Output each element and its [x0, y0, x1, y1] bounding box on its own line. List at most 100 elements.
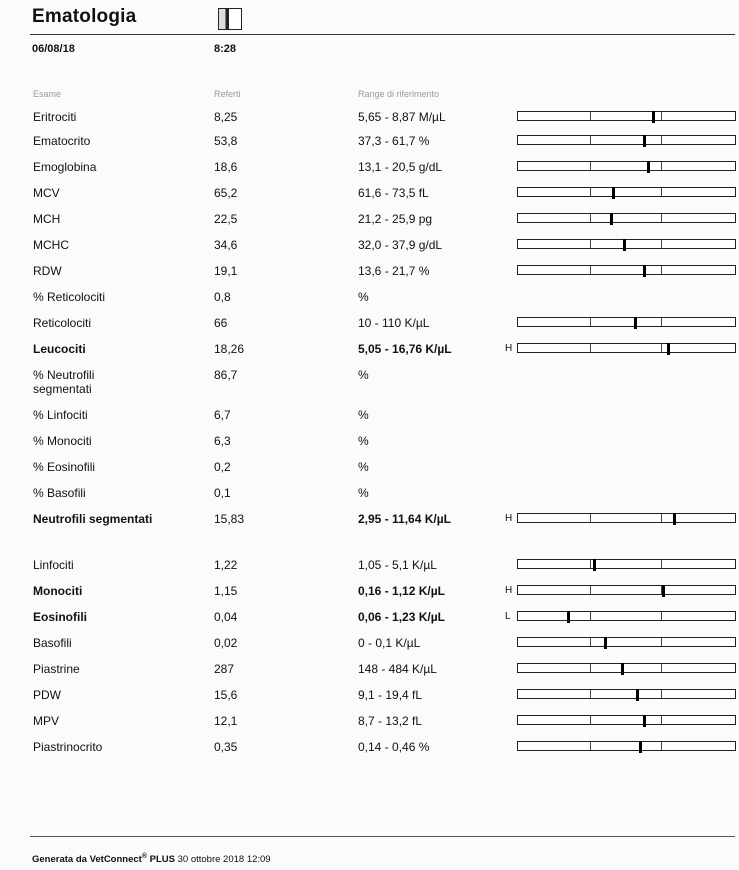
footer: Generata da VetConnect® PLUS 30 ottobre … [32, 853, 271, 865]
range-bar-marker [603, 637, 607, 649]
result-value: 0,02 [214, 636, 238, 650]
range-bar [517, 111, 736, 123]
range-bar-marker [612, 187, 616, 199]
column-header-exam: Esame [33, 89, 62, 99]
range-bar-marker [673, 513, 677, 525]
range-bar [517, 689, 736, 701]
result-value: 6,7 [214, 408, 231, 422]
range-bar [517, 135, 736, 147]
reference-range: 1,05 - 5,1 K/µL [358, 558, 437, 572]
range-bar-high-divider [661, 344, 663, 352]
range-bar-high-divider [661, 690, 663, 698]
range-bar-low-divider [589, 188, 591, 196]
range-bar [517, 213, 736, 225]
exam-name: Neutrofili segmentati [33, 512, 153, 526]
result-value: 18,6 [214, 160, 238, 174]
range-bar-low-divider [589, 612, 591, 620]
range-bar-low-divider [589, 514, 591, 522]
exam-name: Eosinofili [33, 610, 87, 624]
range-bar-high-divider [661, 214, 663, 222]
reference-range: 37,3 - 61,7 % [358, 134, 430, 148]
range-bar-low-divider [589, 162, 591, 170]
column-header-range: Range di riferimento [358, 89, 440, 99]
reference-range: 13,1 - 20,5 g/dL [358, 160, 443, 174]
exam-name: % Monociti [33, 434, 92, 448]
table-row: Eritrociti 8,25 5,65 - 8,87 M/µL [0, 108, 739, 128]
table-row: Basofili 0,02 0 - 0,1 K/µL [0, 634, 739, 654]
range-bar [517, 585, 736, 597]
table-row: MPV 12,1 8,7 - 13,2 fL [0, 712, 739, 732]
footer-reg: ® [141, 853, 147, 860]
footer-divider [30, 836, 735, 837]
range-bar [517, 559, 736, 571]
reference-range: % [358, 460, 369, 474]
range-bar [517, 343, 736, 355]
range-bar-high-divider [661, 664, 663, 672]
table-row: Reticolociti 66 10 - 110 K/µL [0, 314, 739, 334]
exam-name: % Basofili [33, 486, 86, 500]
range-bar-high-divider [661, 112, 663, 120]
table-row: % Reticolociti 0,8% [0, 288, 739, 308]
reference-range: 10 - 110 K/µL [358, 316, 430, 330]
exam-name: Eritrociti [33, 110, 77, 124]
column-header-result: Referti [214, 89, 241, 99]
exam-name: Emoglobina [33, 160, 97, 174]
range-bar-marker [610, 213, 614, 225]
exam-name: PDW [33, 688, 61, 702]
table-row: % Basofili 0,1% [0, 484, 739, 504]
range-bar-high-divider [661, 638, 663, 646]
reference-range: % [358, 408, 369, 422]
exam-name: Reticolociti [33, 316, 92, 330]
footer-brand: VetConnect [89, 854, 142, 866]
range-bar-marker [621, 663, 625, 675]
table-row: Eosinofili 0,04 0,06 - 1,23 K/µL L [0, 608, 739, 628]
table-row: Monociti 1,15 0,16 - 1,12 K/µL H [0, 582, 739, 602]
result-value: 1,15 [214, 584, 238, 598]
range-bar-marker [666, 343, 670, 355]
footer-date: 30 ottobre 2018 12:09 [177, 854, 271, 866]
table-row: MCV 65,2 61,6 - 73,5 fL [0, 184, 739, 204]
reference-range: % [358, 290, 369, 304]
table-row: MCH 22,5 21,2 - 25,9 pg [0, 210, 739, 230]
range-bar-low-divider [589, 742, 591, 750]
range-bar-high-divider [661, 162, 663, 170]
range-bar [517, 611, 736, 623]
table-row: Piastrinocrito 0,35 0,14 - 0,46 % [0, 738, 739, 758]
reference-range: 21,2 - 25,9 pg [358, 212, 433, 226]
range-bar-marker [638, 741, 642, 753]
range-bar-high-divider [661, 136, 663, 144]
reference-range: 0,06 - 1,23 K/µL [358, 610, 445, 624]
result-value: 8,25 [214, 110, 238, 124]
range-bar-marker [566, 611, 570, 623]
result-value: 66 [214, 316, 228, 330]
range-bar-marker [642, 715, 646, 727]
exam-name: MPV [33, 714, 60, 728]
range-bar-low-divider [589, 318, 591, 326]
report-title: Ematologia [32, 6, 137, 27]
range-bar [517, 663, 736, 675]
exam-name: Linfociti [33, 558, 74, 572]
reference-range: 5,65 - 8,87 M/µL [358, 110, 446, 124]
range-bar-marker [634, 317, 638, 329]
result-value: 0,8 [214, 290, 231, 304]
result-value: 0,2 [214, 460, 231, 474]
result-value: 0,35 [214, 740, 238, 754]
range-bar-marker [651, 111, 655, 123]
reference-range: % [358, 368, 369, 382]
table-row: % Monociti 6,3% [0, 432, 739, 452]
reference-range: % [358, 486, 369, 500]
report-date: 06/08/18 [32, 43, 75, 55]
range-bar [517, 239, 736, 251]
range-bar-low-divider [589, 716, 591, 724]
range-flag: H [505, 513, 513, 524]
exam-name: % Eosinofili [33, 460, 96, 474]
range-flag: L [505, 611, 511, 622]
range-bar-low-divider [589, 690, 591, 698]
table-row: MCHC 34,6 32,0 - 37,9 g/dL [0, 236, 739, 256]
range-bar-marker [662, 585, 666, 597]
range-bar-low-divider [589, 586, 591, 594]
range-bar-low-divider [589, 214, 591, 222]
footer-prefix: Generata da [32, 854, 90, 866]
exam-name: MCHC [33, 238, 69, 252]
table-row: % Linfociti 6,7% [0, 406, 739, 426]
